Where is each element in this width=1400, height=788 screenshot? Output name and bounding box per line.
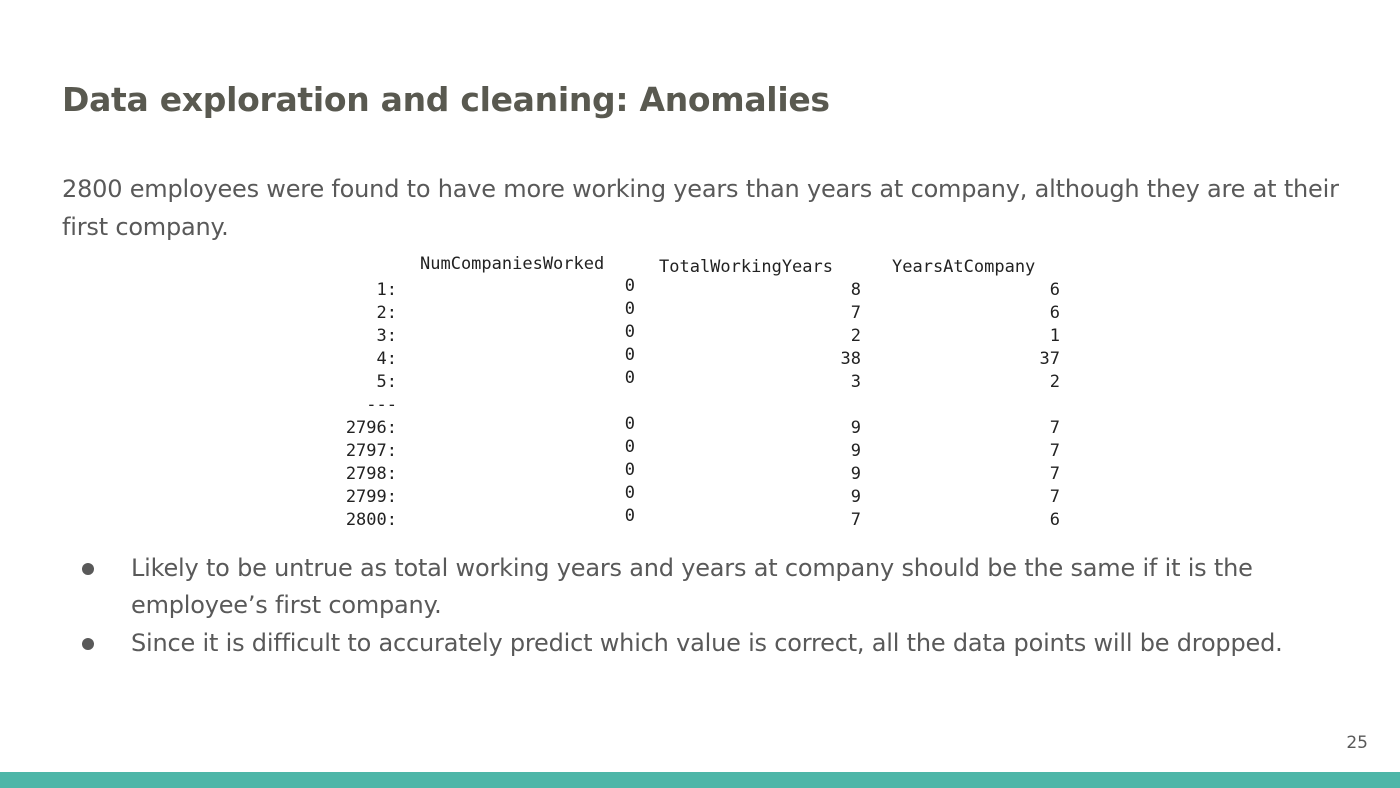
cell-years-at-company: 6 — [1049, 510, 1060, 530]
row-index: 2797: — [345, 441, 397, 461]
cell-years-at-company: 6 — [1049, 280, 1060, 300]
header-total-working-years: TotalWorkingYears — [659, 257, 833, 277]
cell-num-companies-worked: 0 — [624, 299, 635, 319]
row-index: 3: — [376, 326, 397, 346]
cell-total-working-years: 9 — [850, 418, 861, 438]
bullet-item: Since it is difficult to accurately pred… — [82, 625, 1342, 662]
cell-years-at-company: 7 — [1049, 418, 1060, 438]
cell-total-working-years: 9 — [850, 441, 861, 461]
cell-years-at-company: 6 — [1049, 303, 1060, 323]
cell-num-companies-worked: 0 — [624, 460, 635, 480]
cell-total-working-years: 38 — [840, 349, 861, 369]
cell-years-at-company: 37 — [1039, 349, 1060, 369]
header-years-at-company: YearsAtCompany — [892, 257, 1036, 277]
bullet-text: Likely to be untrue as total working yea… — [131, 554, 1253, 619]
row-index: 2799: — [345, 487, 397, 507]
cell-num-companies-worked: 0 — [624, 322, 635, 342]
header-num-companies-worked: NumCompaniesWorked — [420, 254, 605, 274]
cell-num-companies-worked: 0 — [624, 414, 635, 434]
row-index: 1: — [376, 280, 397, 300]
row-index: 5: — [376, 372, 397, 392]
row-index: 4: — [376, 349, 397, 369]
data-table-output: NumCompaniesWorked TotalWorkingYears Yea… — [300, 250, 1080, 535]
row-index: 2800: — [345, 510, 397, 530]
row-index: 2: — [376, 303, 397, 323]
bullet-dot-icon — [82, 638, 94, 650]
row-index: 2796: — [345, 418, 397, 438]
bullet-item: Likely to be untrue as total working yea… — [82, 550, 1342, 624]
cell-num-companies-worked: 0 — [624, 345, 635, 365]
cell-num-companies-worked: 0 — [624, 368, 635, 388]
cell-total-working-years: 7 — [850, 510, 861, 530]
footer-bar — [0, 772, 1400, 788]
bullet-text: Since it is difficult to accurately pred… — [131, 629, 1283, 657]
cell-years-at-company: 7 — [1049, 487, 1060, 507]
cell-years-at-company: 1 — [1049, 326, 1060, 346]
cell-years-at-company: 7 — [1049, 464, 1060, 484]
cell-num-companies-worked: 0 — [624, 276, 635, 296]
cell-total-working-years: 3 — [850, 372, 861, 392]
cell-total-working-years: 9 — [850, 464, 861, 484]
cell-num-companies-worked: 0 — [624, 483, 635, 503]
cell-years-at-company: 2 — [1049, 372, 1060, 392]
slide-title: Data exploration and cleaning: Anomalies — [62, 80, 830, 119]
cell-num-companies-worked: 0 — [624, 437, 635, 457]
cell-num-companies-worked: 0 — [624, 506, 635, 526]
cell-total-working-years: 8 — [850, 280, 861, 300]
cell-years-at-company: 7 — [1049, 441, 1060, 461]
cell-total-working-years: 2 — [850, 326, 861, 346]
page-number: 25 — [1346, 733, 1368, 753]
row-index: 2798: — [345, 464, 397, 484]
cell-total-working-years: 9 — [850, 487, 861, 507]
intro-text: 2800 employees were found to have more w… — [62, 175, 1339, 241]
cell-total-working-years: 7 — [850, 303, 861, 323]
row-separator: --- — [366, 395, 397, 415]
bullet-list: Likely to be untrue as total working yea… — [82, 550, 1342, 663]
bullet-dot-icon — [82, 563, 94, 575]
